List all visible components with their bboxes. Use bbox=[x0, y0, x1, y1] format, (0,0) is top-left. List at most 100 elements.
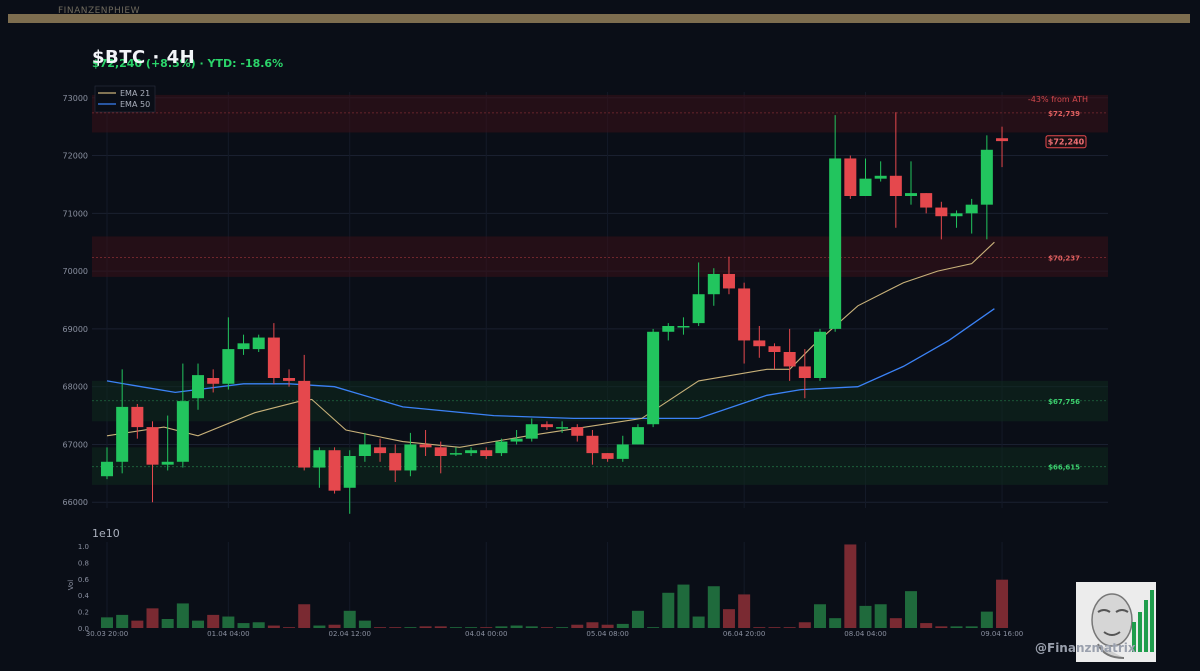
candle-body bbox=[328, 450, 341, 491]
candle-body bbox=[267, 337, 280, 378]
legend-label-ema21: EMA 21 bbox=[120, 89, 150, 98]
candle-body bbox=[692, 294, 705, 324]
candle-body bbox=[192, 375, 205, 399]
x-tick-label: 05.04 08:00 bbox=[586, 630, 628, 638]
chart-subtitle: $72,240 (+8.5%) · YTD: -18.6% bbox=[92, 57, 284, 70]
volume-bar bbox=[677, 584, 690, 628]
volume-bar bbox=[525, 626, 538, 628]
brand-strip-text: FINANZENPHIEW bbox=[58, 6, 140, 16]
volume-bar bbox=[662, 592, 675, 628]
volume-bar bbox=[252, 622, 265, 628]
candle-body bbox=[874, 175, 887, 179]
volume-bar bbox=[631, 610, 644, 628]
volume-bar bbox=[328, 624, 341, 628]
candle-body bbox=[768, 346, 781, 352]
y-tick-label: 66000 bbox=[63, 498, 88, 507]
y-tick-label: 70000 bbox=[63, 267, 88, 276]
candle-body bbox=[358, 444, 371, 456]
volume-bar bbox=[996, 579, 1009, 628]
candle-body bbox=[419, 444, 432, 448]
support-level-label: $66,615 bbox=[1048, 464, 1080, 472]
volume-bar bbox=[601, 624, 614, 628]
y-tick-label: 68000 bbox=[63, 383, 88, 392]
volume-bar bbox=[176, 603, 189, 628]
volume-bar bbox=[829, 618, 842, 628]
candle-body bbox=[677, 326, 690, 328]
candle-body bbox=[601, 453, 614, 459]
volume-bar bbox=[965, 626, 978, 628]
volume-bar bbox=[404, 627, 417, 628]
volume-bar bbox=[192, 620, 205, 628]
ema21-line bbox=[106, 241, 995, 448]
resistance-level-label: $70,237 bbox=[1048, 254, 1080, 262]
volume-bar bbox=[101, 617, 113, 628]
candle-body bbox=[161, 461, 174, 465]
x-tick-label: 09.04 16:00 bbox=[981, 630, 1023, 638]
volume-bar bbox=[374, 627, 387, 628]
x-tick-label: 08.04 04:00 bbox=[844, 630, 886, 638]
legend-box bbox=[94, 85, 156, 113]
volume-bar bbox=[419, 626, 432, 628]
candle-body bbox=[404, 444, 417, 471]
candle-body bbox=[920, 193, 933, 208]
candle-body bbox=[131, 406, 144, 428]
ath-annotation: -43% from ATH bbox=[1028, 95, 1088, 104]
volume-bar bbox=[616, 623, 629, 628]
volume-tick-label: 0.6 bbox=[78, 576, 90, 584]
candle-body bbox=[813, 331, 826, 378]
volume-bar bbox=[267, 625, 280, 628]
volume-bar bbox=[935, 626, 948, 628]
volume-bar bbox=[571, 624, 584, 628]
y-tick-label: 67000 bbox=[63, 440, 88, 449]
x-tick-label: 04.04 00:00 bbox=[465, 630, 507, 638]
volume-bar bbox=[480, 627, 493, 628]
volume-bar bbox=[783, 627, 796, 628]
volume-bar bbox=[298, 604, 311, 628]
volume-bar bbox=[707, 586, 720, 628]
volume-bar bbox=[692, 616, 705, 628]
volume-bar bbox=[798, 622, 811, 628]
candle-body bbox=[146, 427, 159, 465]
volume-tick-label: 0.0 bbox=[78, 625, 89, 633]
y-tick-label: 73000 bbox=[63, 94, 88, 103]
volume-bar bbox=[768, 627, 781, 628]
candle-body bbox=[829, 158, 842, 329]
candle-body bbox=[647, 331, 660, 425]
y-tick-label: 71000 bbox=[63, 209, 88, 218]
candle-body bbox=[738, 288, 751, 341]
volume-tick-label: 0.8 bbox=[78, 559, 89, 567]
volume-bar bbox=[161, 618, 174, 628]
candle-body bbox=[207, 378, 220, 384]
candle-body bbox=[631, 427, 644, 445]
volume-bar bbox=[874, 604, 887, 628]
candle-body bbox=[662, 326, 675, 332]
mascot-avatar bbox=[1076, 582, 1156, 662]
candle-body bbox=[222, 349, 235, 384]
candle-body bbox=[343, 456, 356, 488]
candle-body bbox=[996, 138, 1009, 142]
volume-bar bbox=[283, 627, 296, 628]
volume-axis-label: Vol bbox=[67, 580, 75, 591]
volume-bar bbox=[980, 611, 993, 628]
volume-bar bbox=[859, 605, 872, 628]
volume-bar bbox=[465, 627, 478, 628]
volume-bar bbox=[116, 614, 129, 628]
volume-tick-label: 0.2 bbox=[78, 609, 89, 617]
volume-bar bbox=[753, 627, 766, 628]
candle-body bbox=[753, 340, 766, 347]
volume-bar bbox=[950, 626, 963, 628]
legend-label-ema50: EMA 50 bbox=[120, 100, 150, 109]
candle-body bbox=[434, 447, 447, 456]
candle-body bbox=[237, 343, 250, 350]
y-tick-label: 69000 bbox=[63, 325, 88, 334]
candle-body bbox=[374, 447, 387, 454]
candle-body bbox=[950, 213, 963, 217]
x-tick-label: 01.04 04:00 bbox=[207, 630, 249, 638]
brand-strip bbox=[8, 14, 1190, 23]
volume-bar bbox=[207, 614, 220, 628]
candle-body bbox=[510, 438, 523, 442]
volume-bar bbox=[389, 627, 402, 628]
volume-bar bbox=[905, 591, 918, 628]
volume-bar bbox=[722, 609, 735, 628]
volume-tick-label: 1.0 bbox=[78, 543, 89, 551]
